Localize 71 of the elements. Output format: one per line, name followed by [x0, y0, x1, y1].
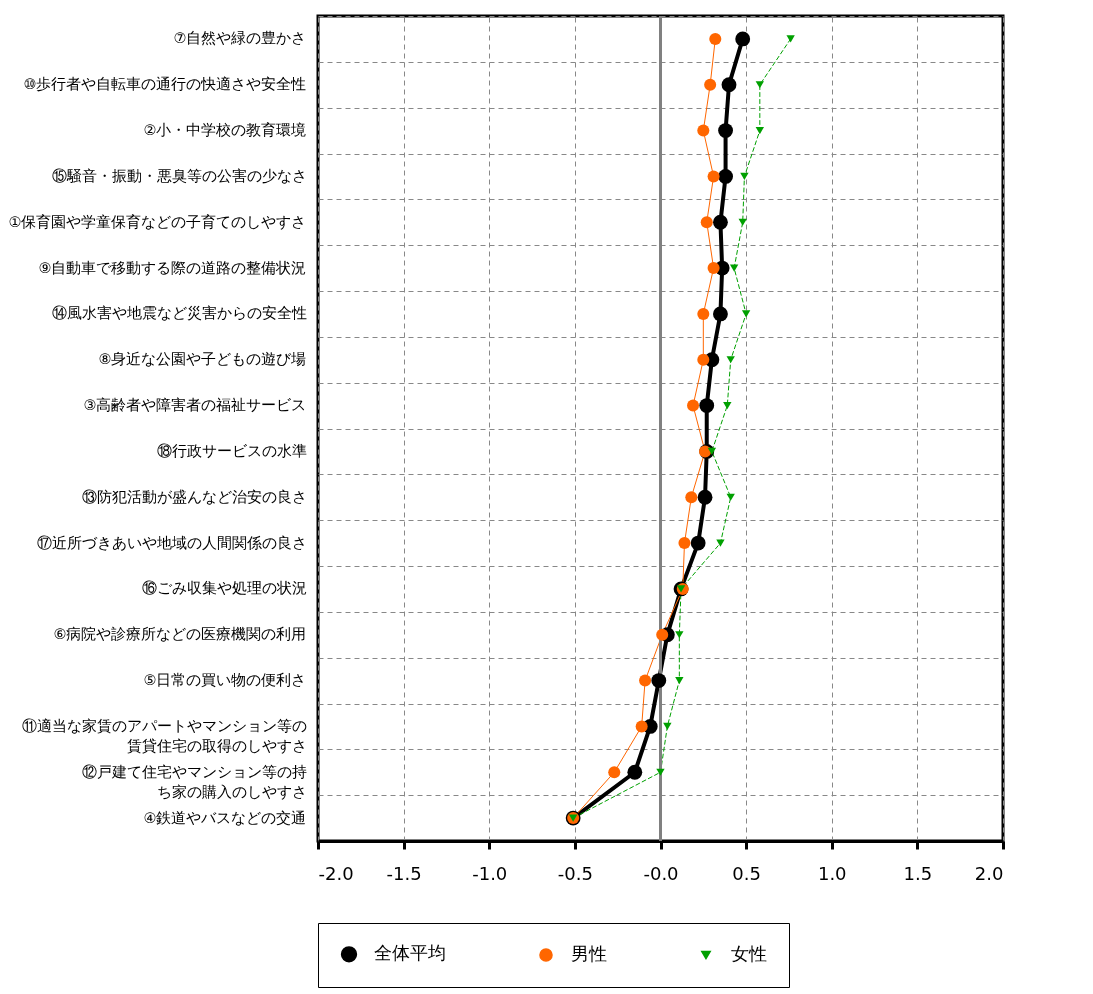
point: [635, 720, 648, 733]
y-tick-label: ⑬防犯活動が盛んなど治安の良さ: [81, 488, 307, 505]
x-tick-label: 1.0: [817, 862, 847, 884]
point: [729, 264, 739, 272]
x-tick-label: -0.5: [557, 862, 593, 884]
y-tick-label: ⑮騒音・振動・悪臭等の公害の少なさ: [51, 167, 307, 184]
point: [735, 31, 751, 47]
y-tick-label: ⑤日常の買い物の便利さ: [143, 672, 307, 689]
point: [697, 489, 713, 505]
y-tick-label: ⑩歩行者や自転車の通行の快適さや安全性: [23, 76, 307, 93]
point: [678, 537, 691, 550]
point: [709, 32, 722, 45]
point: [707, 262, 720, 275]
x-tick-label: 1.5: [903, 862, 933, 884]
point: [700, 216, 713, 229]
point: [656, 628, 669, 641]
y-tick-label: ⑰近所づきあいや地域の人間関係の良さ: [36, 534, 307, 551]
y-tick-label: ⑦自然や緑の豊かさ: [173, 30, 307, 47]
y-tick-label: ③高齢者や障害者の福祉サービス: [83, 397, 307, 414]
point: [704, 78, 717, 91]
point: [738, 218, 747, 226]
point: [685, 491, 698, 504]
y-tick-label: ⑧身近な公園や子どもの遊び場: [98, 351, 307, 368]
y-tick-label: ⑭風水害や地震など災害からの安全性: [51, 305, 307, 322]
y-tick-label: ①保育園や学童保育などの子育てのしやすさ: [8, 213, 307, 230]
y-tick-label: ⑪適当な家賃のアパートやマンション等の賃貸住宅の取得のしやすさ: [21, 717, 307, 754]
point: [627, 764, 643, 780]
y-tick-label: ④鉄道やバスなどの交通: [143, 809, 307, 826]
point: [608, 766, 621, 779]
point: [651, 673, 667, 688]
point: [721, 77, 737, 93]
point: [726, 356, 735, 364]
y-tick-label: ⑱行政サービスの水準: [156, 442, 307, 459]
y-tick-label: ⑫戸建て住宅やマンション等の持ち家の購入のしやすさ: [81, 763, 307, 800]
point: [786, 35, 795, 43]
point: [755, 81, 765, 89]
point: [675, 676, 684, 685]
point: [697, 353, 710, 366]
y-tick-label: ⑯ごみ収集や処理の状況: [141, 580, 307, 597]
point: [663, 722, 672, 731]
point: [697, 124, 710, 137]
y-tick-label: ⑥病院や診療所などの医療機関の利用: [53, 626, 307, 643]
point: [707, 170, 720, 183]
point: [690, 535, 706, 551]
point: [716, 539, 725, 547]
x-tick-label: -1.5: [386, 862, 422, 884]
point: [718, 123, 733, 138]
point: [740, 172, 749, 181]
point: [697, 307, 710, 320]
legend-label: 男性: [571, 942, 607, 964]
x-tick-label: -2.0: [318, 862, 354, 884]
point: [687, 399, 700, 412]
y-tick-label: ②小・中学校の教育環境: [143, 122, 307, 139]
x-tick-label: -0.0: [643, 862, 679, 884]
legend-label: 女性: [731, 943, 767, 964]
point: [755, 126, 765, 135]
point: [675, 631, 684, 639]
point: [656, 768, 665, 776]
y-tick-label: ⑨自動車で移動する際の道路の整備状況: [38, 259, 307, 276]
x-tick-label: -1.0: [472, 862, 508, 884]
point: [726, 493, 735, 501]
legend-label: 全体平均: [374, 942, 446, 964]
x-tick-label: 0.5: [732, 862, 761, 884]
point: [713, 306, 728, 322]
point: [723, 401, 732, 410]
point: [741, 310, 751, 318]
point: [639, 674, 652, 687]
point: [713, 214, 728, 230]
x-tick-label: 2.0: [974, 862, 1004, 884]
point: [699, 398, 715, 413]
point: [718, 169, 733, 184]
